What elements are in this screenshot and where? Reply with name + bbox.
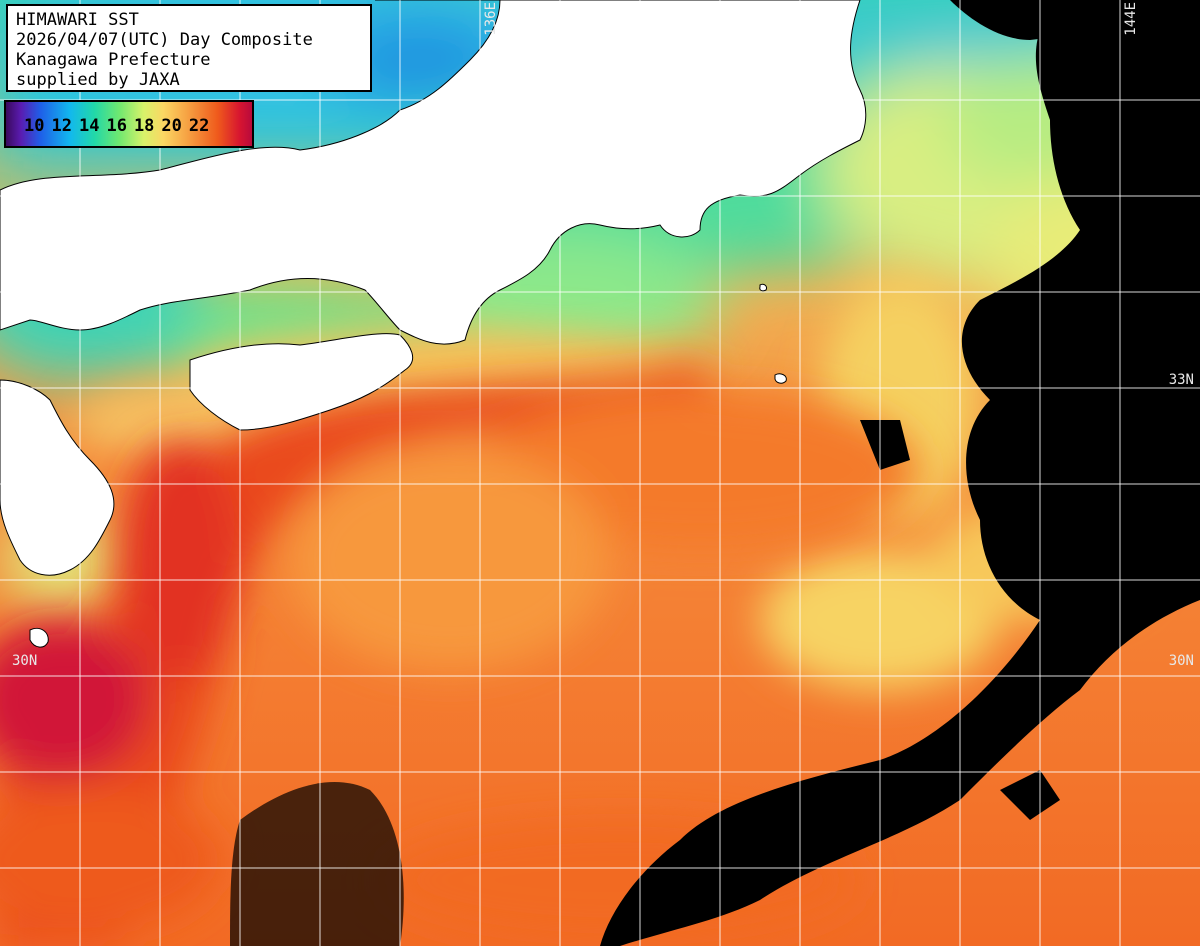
title-line-2: 2026/04/07(UTC) Day Composite [16, 30, 313, 50]
legend-ticks: 10 12 14 16 18 20 22 [24, 116, 216, 136]
legend-tick: 22 [188, 116, 210, 136]
legend-tick: 20 [161, 116, 182, 136]
title-line-3: Kanagawa Prefecture [16, 50, 211, 70]
land-kyushu [0, 379, 115, 576]
title-box: HIMAWARI SST 2026/04/07(UTC) Day Composi… [6, 4, 372, 92]
title-line-1: HIMAWARI SST [16, 10, 139, 30]
lat-label-30n-right: 30N [1168, 653, 1194, 669]
legend-tick: 12 [51, 116, 72, 136]
lon-label-136e: 136E [483, 2, 499, 36]
legend-tick: 18 [133, 116, 155, 136]
legend-tick: 16 [106, 116, 127, 136]
land-tanegashima [29, 627, 49, 648]
lon-label-144e: 144E [1123, 2, 1139, 36]
legend-tick: 14 [78, 116, 100, 136]
cloud-mask [230, 0, 1200, 946]
land-izu-island [774, 373, 787, 384]
land-izu-island-2 [759, 283, 767, 292]
legend-tick: 10 [24, 116, 45, 136]
temperature-legend: 10 12 14 16 18 20 22 [4, 100, 254, 148]
lat-label-33n-right: 33N [1168, 372, 1194, 388]
title-line-4: supplied by JAXA [16, 70, 180, 90]
lat-label-30n-left: 30N [12, 653, 38, 669]
land [0, 0, 867, 648]
